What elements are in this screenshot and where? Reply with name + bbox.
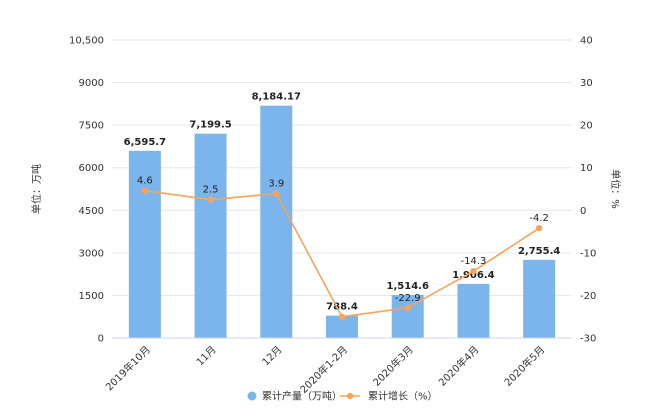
y-right-tick-label: -30 <box>580 334 596 345</box>
legend-line-label: 累计增长（%） <box>368 390 438 403</box>
y-left-tick-label: 6000 <box>79 163 104 174</box>
y-right-axis-title: 单位：% <box>609 169 622 209</box>
bar-data-label: 1,906.4 <box>452 270 494 281</box>
line-data-label: 3.9 <box>268 179 284 190</box>
x-tick-label: 12月 <box>260 344 285 369</box>
bar <box>128 150 161 338</box>
x-tick-label: 2019年10月 <box>103 343 153 393</box>
y-left-tick-label: 3000 <box>79 248 104 259</box>
line-point <box>141 187 149 194</box>
y-left-tick-label: 0 <box>98 334 104 345</box>
legend-bar-label: 累计产量（万吨） <box>262 390 342 403</box>
line-point <box>338 313 346 320</box>
line-point <box>470 267 477 275</box>
y-left-tick-label: 1500 <box>79 291 104 302</box>
x-tick-label: 2020年4月 <box>436 343 482 389</box>
y-left-tick-label: 9000 <box>79 78 104 89</box>
y-left-tick-label: 10,500 <box>69 36 104 47</box>
bar <box>326 315 358 338</box>
y-left-tick-label: 4500 <box>79 206 104 217</box>
line-point <box>273 190 280 197</box>
line-point <box>207 196 214 203</box>
bar-data-label: 7,199.5 <box>189 120 231 131</box>
bar <box>260 105 293 338</box>
legend-line-marker <box>346 392 354 400</box>
line-point <box>404 304 411 311</box>
line-point <box>535 224 543 232</box>
x-tick-label: 11月 <box>194 344 219 369</box>
y-left-tick-label: 7500 <box>79 121 104 132</box>
y-left-axis-title: 单位：万吨 <box>30 164 43 214</box>
line-data-label: -14.3 <box>460 256 486 267</box>
y-right-tick-label: 10 <box>580 163 593 174</box>
bar-data-label: 8,184.17 <box>252 92 301 103</box>
bar-data-label: 1,514.6 <box>387 281 429 292</box>
y-right-tick-label: 0 <box>580 206 586 217</box>
bar <box>457 283 490 338</box>
x-tick-label: 2020年3月 <box>370 343 416 389</box>
legend-bar-marker <box>247 391 257 401</box>
bar-data-label: 788.4 <box>326 302 358 313</box>
line-data-label: -22.9 <box>395 293 421 304</box>
bar <box>523 259 556 338</box>
y-right-tick-label: 20 <box>580 121 593 132</box>
line-data-label: -4.2 <box>529 213 549 224</box>
x-tick-label: 2020年1-2月 <box>297 343 350 396</box>
y-right-tick-label: 40 <box>580 36 593 47</box>
bar-data-label: 6,595.7 <box>124 137 166 148</box>
line-data-label: 2.5 <box>203 185 219 196</box>
bar-data-label: 2,755.4 <box>518 246 560 257</box>
y-right-tick-label: 30 <box>580 78 593 89</box>
y-right-tick-label: -20 <box>580 291 596 302</box>
line-data-label: 4.6 <box>137 176 153 187</box>
y-right-tick-label: -10 <box>580 248 596 259</box>
bar <box>194 133 227 338</box>
x-tick-label: 2020年5月 <box>501 343 547 389</box>
